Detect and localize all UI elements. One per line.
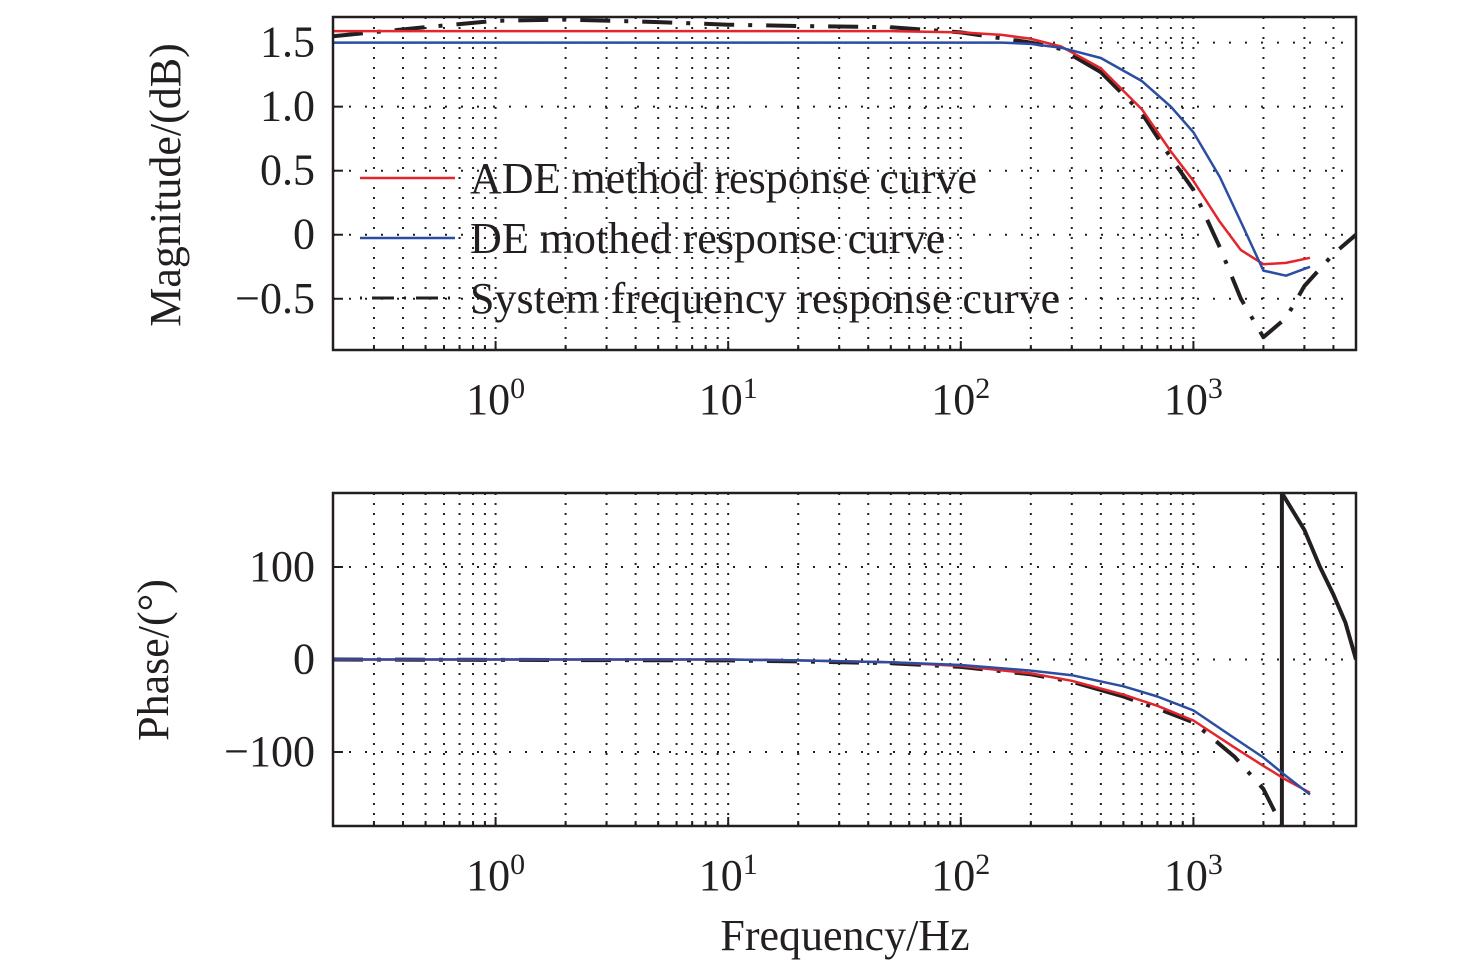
legend-label-system: System frequency response curve <box>470 274 1060 323</box>
series-line-system-frequency-response-curve <box>1280 493 1356 661</box>
x-tick-label: 103 <box>1164 848 1223 900</box>
series-line-system-frequency-response-curve <box>333 657 1284 826</box>
x-tick-label: 101 <box>699 372 758 424</box>
magnitude-panel: 1.5 1.0 0.5 0 −0.5 100 101 102 103 <box>235 15 1358 424</box>
y-tick-label: 100 <box>249 542 315 591</box>
phase-y-axis-label: Phase/(°) <box>129 579 178 741</box>
magnitude-y-axis-label: Magnitude/(dB) <box>141 43 190 327</box>
x-tick-label: 102 <box>931 372 990 424</box>
y-tick-label: 0.5 <box>260 146 315 195</box>
phase-panel: 100 0 −100 100 101 102 103 <box>224 491 1358 900</box>
legend: ADE method response curve DE mothed resp… <box>360 154 1060 323</box>
y-tick-label: 0 <box>293 635 315 684</box>
x-tick-label: 101 <box>699 848 758 900</box>
y-tick-label: 1.5 <box>260 18 315 67</box>
series-line-ade-method-response-curve <box>333 658 1311 794</box>
axes-frame <box>331 491 1358 828</box>
x-axis-label: Frequency/Hz <box>720 911 969 960</box>
y-tick-label: −100 <box>224 727 315 776</box>
x-tick-label: 103 <box>1164 372 1223 424</box>
series-line-de-mothed-response-curve <box>333 41 1311 277</box>
axes-frame <box>331 15 1358 352</box>
x-tick-label: 100 <box>466 372 525 424</box>
x-tick-label: 100 <box>466 848 525 900</box>
x-tick-label: 102 <box>931 848 990 900</box>
y-tick-label: 0 <box>293 210 315 259</box>
series-line-system-frequency-response-curve <box>333 17 1356 340</box>
y-tick-label: −0.5 <box>235 274 315 323</box>
y-tick-label: 1.0 <box>260 82 315 131</box>
series-line-ade-method-response-curve <box>333 29 1311 266</box>
legend-label-de: DE mothed response curve <box>470 214 945 263</box>
series-line-de-mothed-response-curve <box>333 658 1311 796</box>
legend-label-ade: ADE method response curve <box>470 154 977 203</box>
